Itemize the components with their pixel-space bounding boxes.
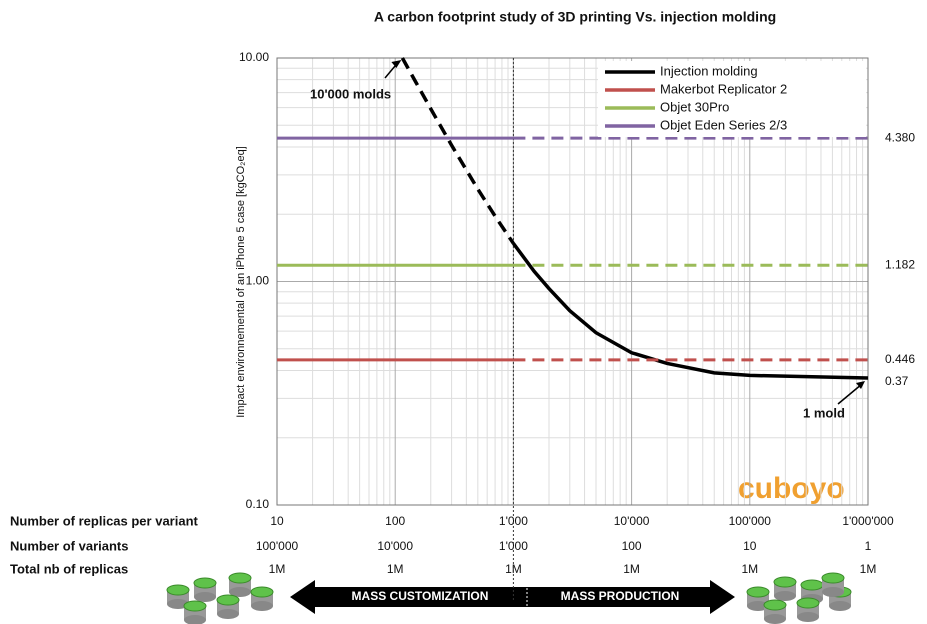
icon-top (774, 577, 796, 587)
icon-top (194, 578, 216, 588)
row-tick-label: 1M (269, 562, 286, 576)
icon-top (822, 573, 844, 583)
x-tick-label: 100'000 (729, 514, 772, 528)
icon-bottom (194, 592, 216, 602)
icon-top (184, 601, 206, 611)
row-tick-label: 1M (623, 562, 640, 576)
x-tick-label: 100 (385, 514, 405, 528)
annotation: 10'000 molds (310, 86, 391, 101)
legend-label: Injection molding (660, 63, 758, 78)
icon-bottom (829, 601, 851, 611)
value-label: 4.380 (885, 130, 915, 144)
value-label: 0.446 (885, 352, 915, 366)
logo: cuboyo (738, 472, 845, 505)
icon-top (801, 580, 823, 590)
row-tick-label: 1M (860, 562, 877, 576)
y-tick-label: 10.00 (239, 50, 269, 64)
row-tick-label: 100 (622, 539, 642, 553)
icon-bottom (764, 614, 786, 624)
x-tick-label: 1'000'000 (842, 514, 894, 528)
x-axis-label: Number of replicas per variant (10, 513, 199, 528)
icon-top (229, 573, 251, 583)
row-tick-label: 10'000 (377, 539, 413, 553)
row-tick-label: 100'000 (256, 539, 299, 553)
banner-text: MASS CUSTOMIZATION (352, 589, 489, 603)
chart-title: A carbon footprint study of 3D printing … (374, 9, 776, 25)
legend-label: Objet Eden Series 2/3 (660, 117, 787, 132)
legend-label: Makerbot Replicator 2 (660, 81, 787, 96)
y-tick-label: 1.00 (246, 274, 270, 288)
row-tick-label: 1M (387, 562, 404, 576)
arrow-head (391, 60, 401, 68)
row-tick-label: 1M (741, 562, 758, 576)
row-label: Number of variants (10, 538, 128, 553)
y-tick-label: 0.10 (246, 497, 270, 511)
series-line (513, 243, 868, 378)
icon-top (167, 585, 189, 595)
icon-top (217, 595, 239, 605)
legend-label: Objet 30Pro (660, 99, 729, 114)
icon-top (747, 587, 769, 597)
series-line (402, 58, 513, 243)
x-tick-label: 10 (270, 514, 284, 528)
row-tick-label: 10 (743, 539, 757, 553)
value-label: 0.37 (885, 374, 909, 388)
banner-text: MASS PRODUCTION (561, 589, 680, 603)
row-tick-label: 1 (865, 539, 872, 553)
row-label: Total nb of replicas (10, 561, 128, 576)
x-tick-label: 10'000 (614, 514, 650, 528)
annotation: 1 mold (803, 405, 845, 420)
icon-bottom (251, 601, 273, 611)
icon-top (764, 600, 786, 610)
icon-bottom (797, 612, 819, 622)
icon-bottom (217, 609, 239, 619)
chart: A carbon footprint study of 3D printing … (0, 0, 927, 624)
icon-top (251, 587, 273, 597)
value-label: 1.182 (885, 257, 915, 271)
icon-top (797, 598, 819, 608)
icon-bottom (822, 587, 844, 597)
icon-bottom (774, 591, 796, 601)
